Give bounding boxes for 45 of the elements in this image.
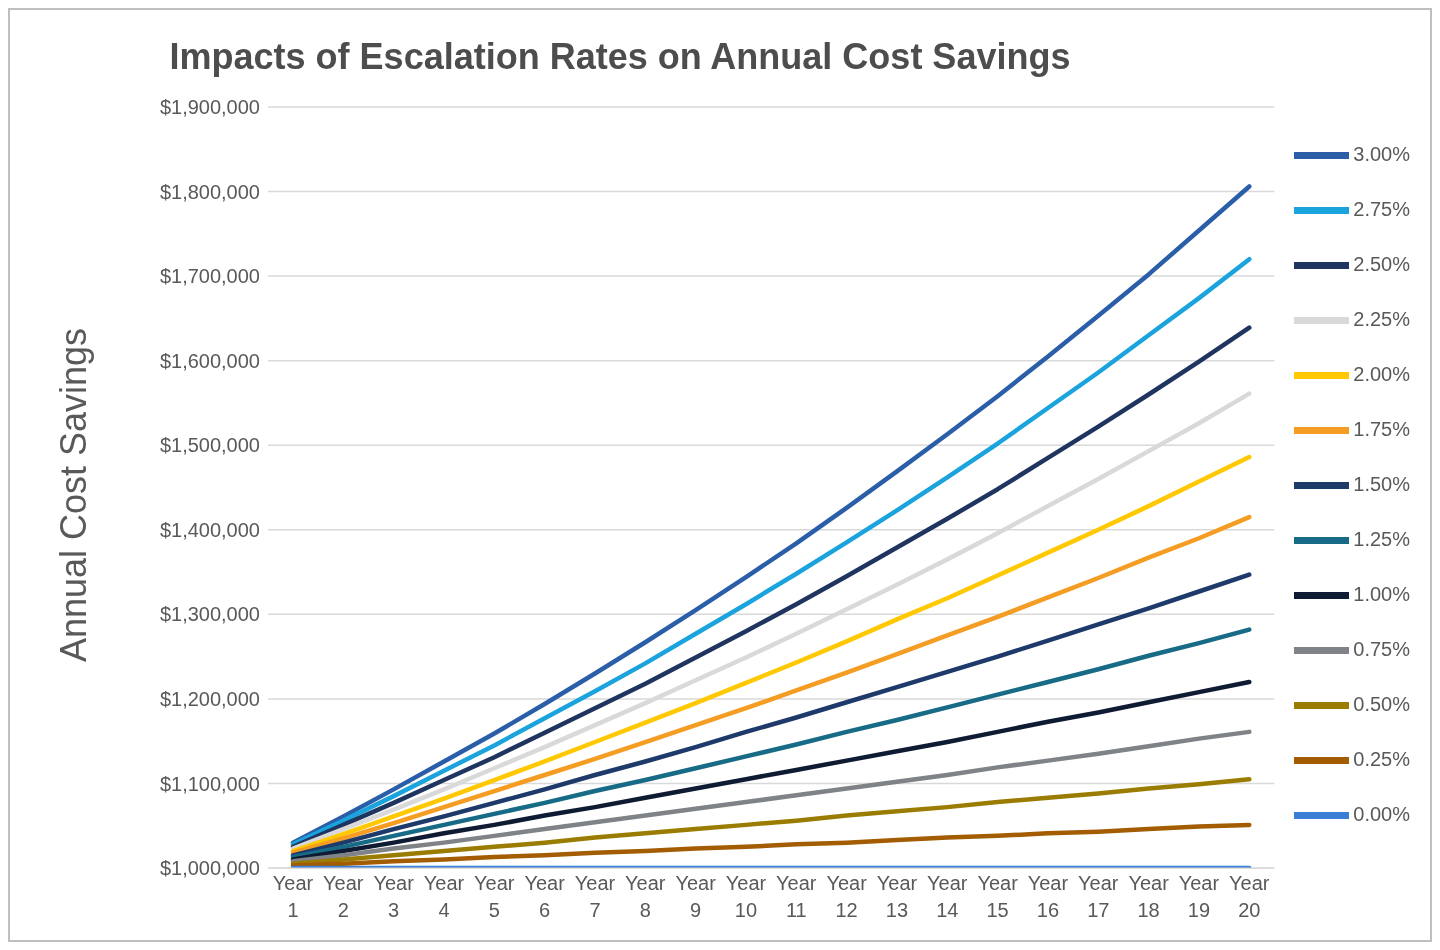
x-tick-label: Year 4 (423, 872, 465, 921)
legend-label: 0.00% (1353, 802, 1410, 825)
chart-title: Impacts of Escalation Rates on Annual Cost Savings (168, 36, 1072, 78)
x-tick-label: Year 3 (373, 872, 415, 921)
x-tick-label: Year 11 (776, 872, 817, 921)
x-tick-label: Year 5 (474, 872, 515, 921)
x-tick-label: Year 20 (1229, 872, 1270, 921)
legend-label: 1.75% (1353, 417, 1410, 440)
y-tick-label: $1,100,000 (159, 772, 260, 795)
y-tick-label: $1,600,000 (159, 349, 260, 372)
x-tick-label: Year 14 (927, 872, 968, 921)
x-tick-label: Year 9 (675, 872, 717, 921)
x-tick-label: Year 17 (1078, 872, 1119, 921)
x-tick-label: Year 12 (826, 872, 868, 921)
legend-label: 0.25% (1353, 747, 1410, 770)
legend-label: 1.00% (1353, 582, 1410, 605)
x-tick-label: Year 13 (876, 872, 918, 921)
x-tick-label: Year 16 (1027, 872, 1069, 921)
y-tick-label: $1,500,000 (159, 434, 260, 457)
y-tick-label: $1,000,000 (159, 857, 260, 880)
x-tick-label: Year 18 (1128, 872, 1170, 921)
y-tick-label: $1,700,000 (159, 265, 260, 288)
x-tick-label: Year 2 (323, 872, 364, 921)
legend-label: 1.25% (1353, 527, 1410, 550)
x-tick-label: Year 1 (272, 872, 314, 921)
x-tick-label: Year 19 (1178, 872, 1220, 921)
legend-label: 2.00% (1353, 362, 1410, 385)
legend-label: 1.50% (1353, 472, 1410, 495)
legend-label: 0.75% (1353, 637, 1410, 660)
legend-label: 2.50% (1353, 252, 1410, 275)
x-tick-label: Year 6 (524, 872, 566, 921)
y-tick-label: $1,400,000 (159, 518, 260, 541)
legend-label: 2.75% (1353, 197, 1410, 220)
x-tick-label: Year 15 (977, 872, 1019, 921)
x-tick-label: Year 8 (625, 872, 666, 921)
x-tick-label: Year 7 (574, 872, 616, 921)
y-tick-label: $1,200,000 (159, 687, 260, 710)
y-tick-label: $1,300,000 (159, 603, 260, 626)
y-tick-label: $1,900,000 (159, 96, 260, 119)
legend-label: 0.50% (1353, 692, 1410, 715)
legend-label: 2.25% (1353, 307, 1410, 330)
x-tick-label: Year 10 (725, 872, 767, 921)
y-tick-label: $1,800,000 (159, 180, 260, 203)
y-axis-title: Annual Cost Savings (53, 327, 95, 663)
legend-label: 3.00% (1353, 142, 1410, 165)
